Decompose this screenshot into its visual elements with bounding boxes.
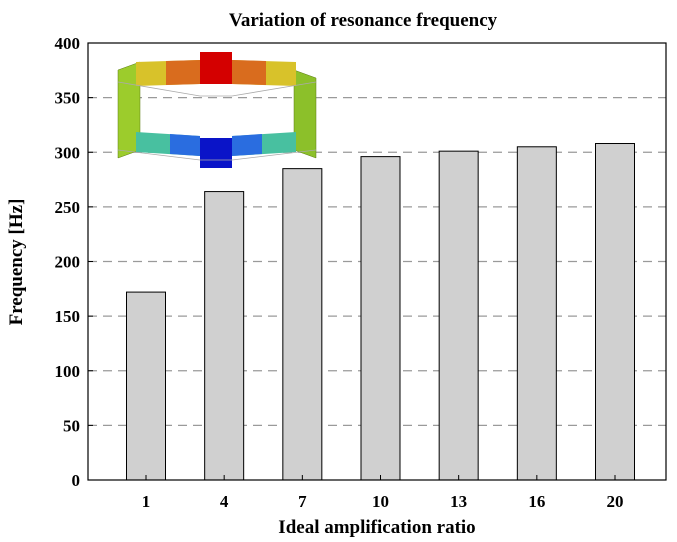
- bar: [595, 143, 635, 481]
- y-tick-label: 50: [63, 416, 80, 435]
- bars: [126, 143, 635, 481]
- y-tick-label: 0: [72, 471, 81, 490]
- bar: [204, 191, 245, 481]
- y-tick-label: 100: [55, 362, 81, 381]
- bar: [126, 291, 166, 481]
- y-tick-labels: 0 50 100 150 200 250 300 350 400: [55, 34, 93, 490]
- x-tick-label: 7: [298, 492, 307, 511]
- x-tick-label: 1: [142, 492, 151, 511]
- y-tick-label: 350: [55, 89, 81, 108]
- bar: [282, 168, 323, 481]
- x-tick-label: 20: [607, 492, 624, 511]
- x-tick-label: 4: [220, 492, 229, 511]
- x-tick-label: 16: [528, 492, 545, 511]
- bar: [516, 146, 557, 481]
- x-axis-label: Ideal amplification ratio: [278, 517, 475, 538]
- x-tick-labels: 1 4 7 10 13 16 20: [142, 475, 624, 511]
- y-axis-label: Frequency [Hz]: [6, 199, 27, 326]
- y-tick-label: 400: [55, 34, 81, 53]
- mode-shape-inset: [117, 52, 317, 168]
- y-tick-label: 200: [55, 253, 81, 272]
- bar: [438, 150, 479, 481]
- x-tick-label: 10: [372, 492, 389, 511]
- y-tick-label: 150: [55, 307, 81, 326]
- y-tick-label: 250: [55, 198, 81, 217]
- y-tick-label: 300: [55, 143, 81, 162]
- x-tick-label: 13: [450, 492, 467, 511]
- chart-title: Variation of resonance frequency: [229, 10, 498, 31]
- bar: [360, 156, 401, 481]
